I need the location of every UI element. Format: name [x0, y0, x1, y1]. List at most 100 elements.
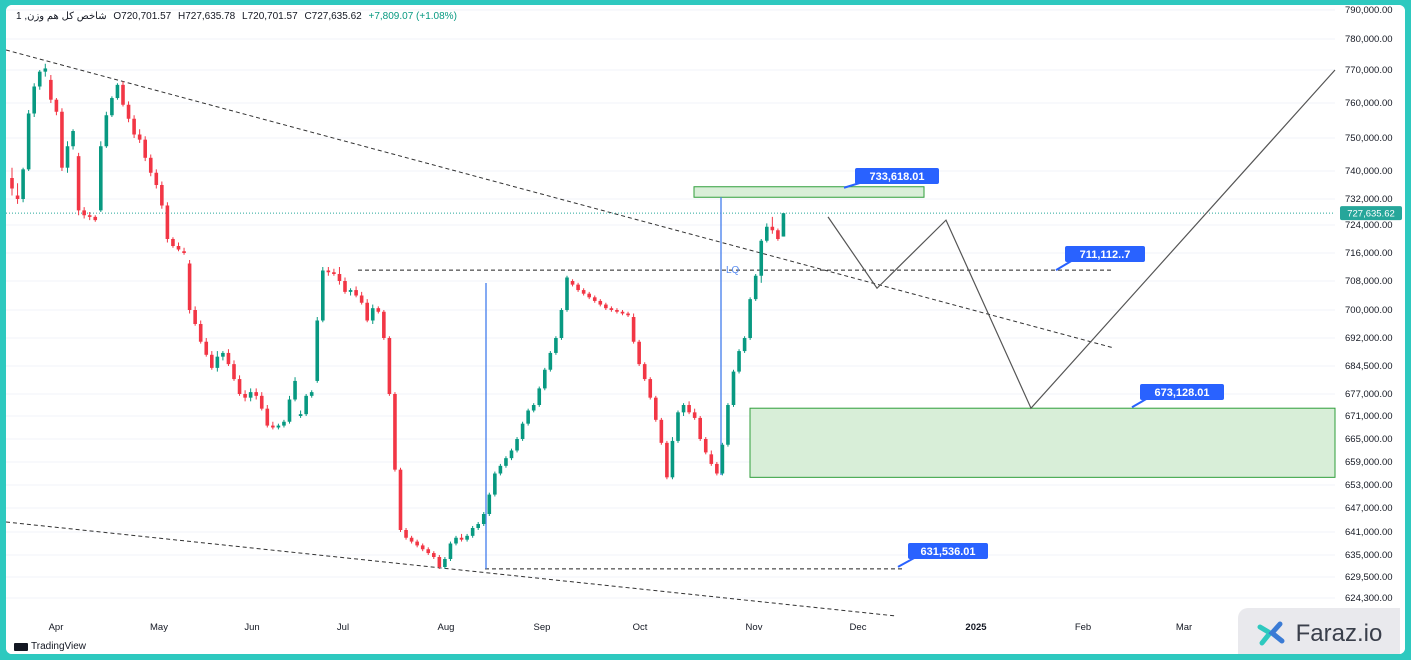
high-value: H727,635.78 [177, 11, 236, 22]
candle-body [232, 364, 236, 380]
tradingview-mark-icon [14, 642, 28, 651]
candle-body [376, 308, 381, 312]
candle-body [354, 290, 358, 296]
candle-body [198, 324, 203, 342]
y-axis-tick-label: 653,000.00 [1345, 480, 1393, 491]
y-axis-tick-label: 629,500.00 [1345, 572, 1393, 583]
candle-body [99, 146, 103, 211]
price-chart[interactable]: LQ 733,618.01 711,112..7 673,128.01 631,536… [6, 5, 1405, 654]
y-axis-tick-label: 641,000.00 [1345, 527, 1393, 538]
y-axis-tick-label: 684,500.00 [1345, 361, 1393, 372]
supply-callout-box [855, 168, 939, 184]
candle-body [226, 352, 231, 365]
x-axis-tick-label: Nov [746, 622, 763, 633]
y-axis-tick-label: 770,000.00 [1345, 65, 1393, 76]
candle-body [60, 111, 64, 168]
candle-body [237, 379, 242, 394]
y-axis-tick-label: 760,000.00 [1345, 98, 1393, 109]
close-value: C727,635.62 [304, 11, 362, 22]
tradingview-label: TradingView [31, 641, 87, 652]
x-axis-tick-label: Sep [534, 622, 551, 633]
candle-body [698, 417, 702, 439]
candle-body [565, 277, 569, 310]
candle-body [631, 317, 636, 342]
candle-body [748, 299, 752, 338]
low-callout-box [908, 543, 988, 559]
candle-body [615, 310, 619, 312]
candle-body [315, 320, 320, 381]
candle-body [681, 405, 686, 413]
chart-frame: LQ 733,618.01 711,112..7 673,128.01 631,536… [6, 5, 1405, 654]
candle-body [148, 157, 153, 173]
candle-body [548, 352, 553, 370]
candle-body [332, 272, 336, 274]
x-axis-tick-label: Jul [337, 622, 349, 633]
candle-body [10, 178, 14, 189]
candle-body [626, 313, 630, 316]
tradingview-logo[interactable]: TradingView [14, 641, 86, 652]
candle-body [487, 494, 492, 514]
candle-body [676, 412, 680, 441]
candle-body [215, 356, 220, 368]
y-axis-tick-label: 671,000.00 [1345, 411, 1393, 422]
candle-body [21, 169, 25, 199]
candle-body [703, 439, 708, 453]
x-axis-tick-label: Mar [1176, 622, 1192, 633]
candle-body [448, 543, 453, 559]
candle-body [715, 463, 719, 474]
candle-body [54, 99, 59, 112]
candle-body [454, 537, 458, 544]
demand-callout-text: 673,128.01 [1154, 387, 1209, 399]
liquidity-callout-box [1065, 246, 1145, 262]
y-axis-tick-label: 740,000.00 [1345, 166, 1393, 177]
candle-body [559, 310, 564, 338]
y-axis-tick-label: 790,000.00 [1345, 5, 1393, 16]
candle-body [104, 115, 109, 147]
faraz-label: Faraz.io [1295, 620, 1383, 647]
candle-body [326, 270, 331, 273]
y-axis-tick-label: 724,000.00 [1345, 220, 1393, 231]
candle-body [87, 215, 92, 217]
faraz-logo-icon [1257, 621, 1285, 646]
candle-body [193, 310, 197, 324]
candle-body [570, 281, 575, 285]
candle-body [459, 537, 464, 540]
candle-body [493, 473, 497, 495]
candle-body [126, 104, 131, 119]
candle-body [132, 118, 136, 135]
candle-body [526, 410, 530, 424]
x-axis-tick-label: Apr [49, 622, 64, 633]
candle-body [49, 79, 53, 100]
candle-body [537, 388, 542, 405]
candle-body [726, 405, 730, 445]
upper-trendline [6, 49, 1115, 349]
y-axis-tick-label: 635,000.00 [1345, 550, 1393, 561]
candle-body [543, 369, 547, 389]
lq-label: LQ [726, 265, 740, 276]
candle-body [465, 535, 469, 540]
candle-body [620, 311, 625, 314]
candle-body [504, 458, 508, 466]
candle-body [420, 545, 425, 550]
candle-body [204, 341, 209, 355]
candle-body [287, 399, 292, 422]
candle-body [243, 394, 247, 398]
last-price-tag [1340, 206, 1402, 221]
candle-body [637, 341, 641, 365]
x-axis-tick-label: Dec [850, 622, 867, 633]
candle-body [259, 395, 264, 409]
candle-body [370, 308, 375, 321]
candle-body [348, 290, 353, 292]
y-axis-tick-label: 647,000.00 [1345, 503, 1393, 514]
candle-body [770, 226, 775, 231]
candle-body [115, 84, 120, 99]
candle-body [221, 352, 225, 357]
candle-body [737, 351, 741, 372]
lower-trendline [6, 521, 897, 617]
symbol-name[interactable]: شاخص کل هم وزن, 1 [16, 11, 107, 22]
candle-body [210, 354, 214, 368]
candle-body [43, 68, 48, 72]
supply-zone [693, 186, 925, 198]
candle-body [110, 98, 114, 116]
x-axis-tick-label: Feb [1075, 622, 1091, 633]
